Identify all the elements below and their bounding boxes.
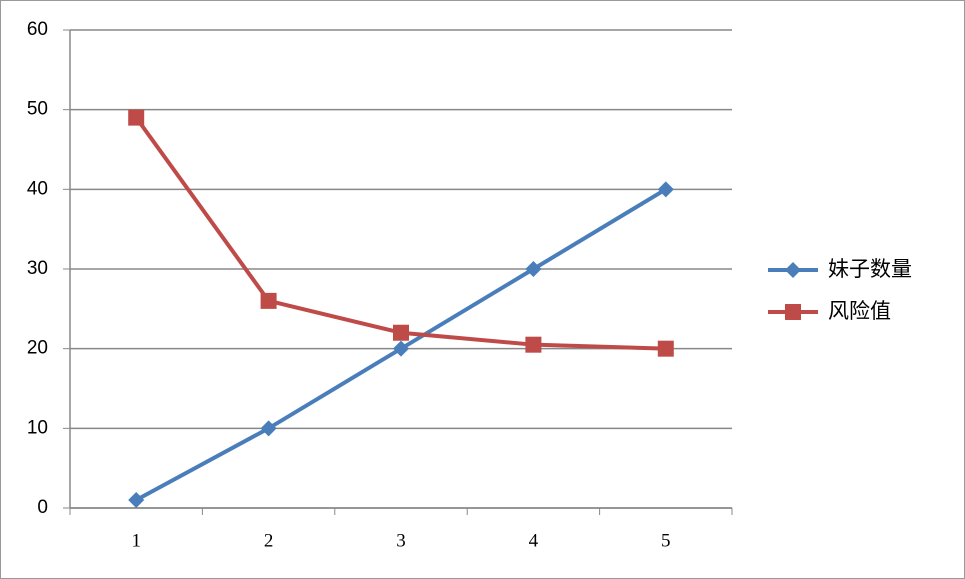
y-tick-label: 60 [27, 19, 48, 40]
y-tick-label: 20 [27, 338, 48, 359]
data-point [525, 336, 542, 353]
y-tick-label: 0 [37, 497, 48, 518]
x-tick-label: 4 [529, 530, 539, 551]
x-tick-label: 5 [661, 530, 671, 551]
data-point [525, 261, 542, 277]
data-point [260, 292, 277, 309]
data-point [657, 340, 674, 357]
y-tick-label: 50 [27, 99, 48, 120]
legend-swatch-marker [785, 304, 801, 320]
y-tick-label: 30 [27, 258, 48, 279]
data-point [128, 492, 145, 509]
legend-label: 妹子数量 [828, 257, 912, 281]
data-point [393, 340, 409, 357]
x-tick-label: 2 [264, 530, 274, 551]
y-tick-label: 40 [27, 178, 48, 199]
data-point [260, 420, 277, 437]
data-point [393, 324, 409, 341]
x-tick-label: 1 [131, 530, 141, 551]
data-point [657, 181, 674, 198]
data-point [128, 109, 145, 126]
x-tick-label: 3 [396, 530, 406, 551]
legend-label: 风险值 [828, 299, 891, 323]
y-tick-label: 10 [27, 417, 48, 438]
legend-swatch-marker [785, 262, 801, 278]
